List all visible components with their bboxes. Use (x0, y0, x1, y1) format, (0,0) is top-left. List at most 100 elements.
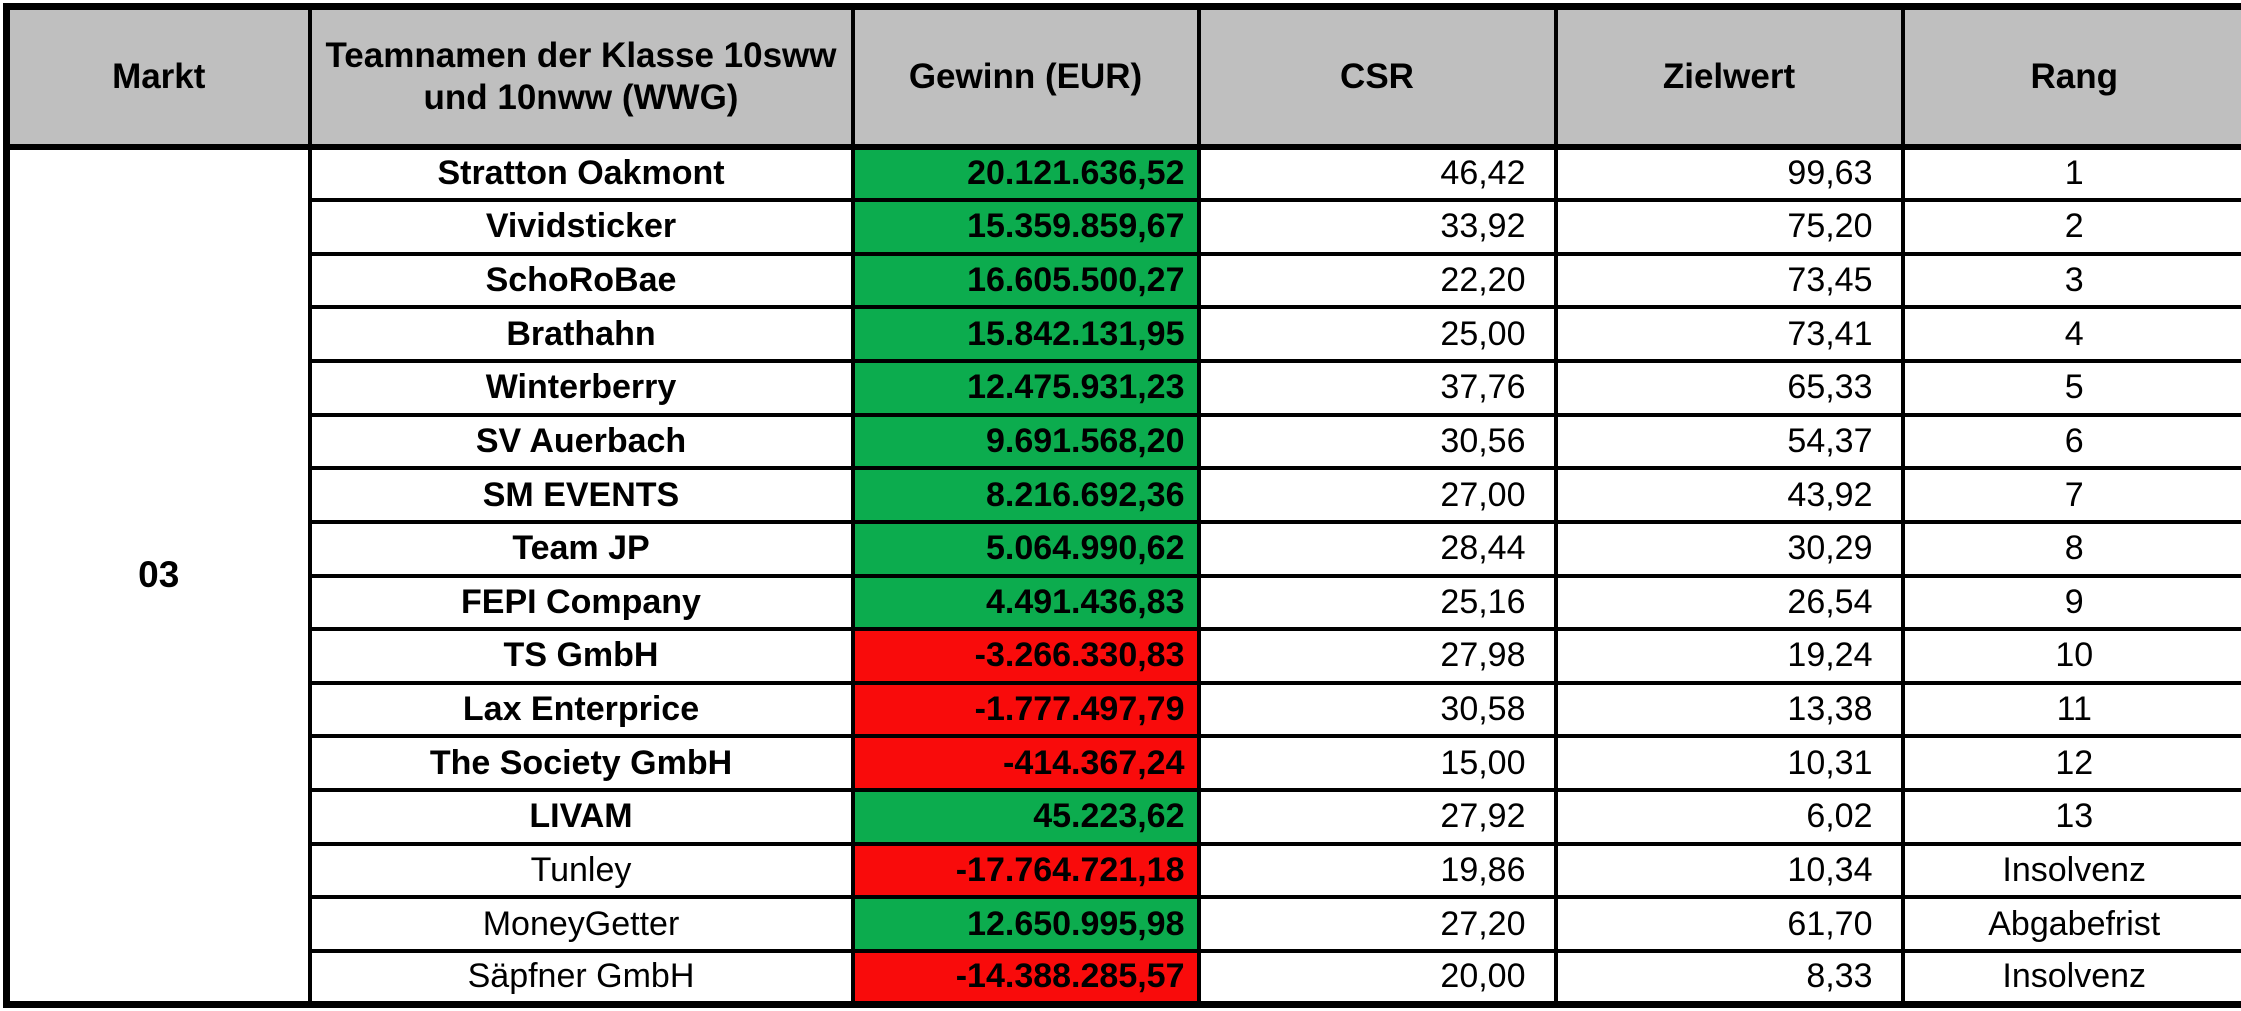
rang-cell: 4 (1900, 305, 2241, 363)
column-header-rang: Rang (1900, 4, 2241, 150)
team-name-cell: FEPI Company (307, 573, 855, 632)
zielwert-cell: 13,38 (1553, 680, 1905, 739)
team-name-cell: Lax Enterprice (307, 680, 855, 739)
zielwert-cell: 43,92 (1553, 466, 1905, 524)
gewinn-cell: 15.842.131,95 (850, 305, 1201, 363)
table-row: Säpfner GmbH -14.388.285,57 20,00 8,33 Insol… (7, 948, 2241, 1007)
csr-cell: 30,56 (1196, 412, 1558, 471)
zielwert-cell: 75,20 (1553, 198, 1905, 256)
csr-cell: 27,20 (1196, 895, 1558, 953)
csr-cell: 27,98 (1196, 627, 1558, 685)
column-header-zielwert: Zielwert (1553, 4, 1905, 150)
market-ranking-table: Markt Teamnamen der Klasse 10sww und 10n… (3, 3, 2241, 1008)
gewinn-cell: -14.388.285,57 (850, 948, 1201, 1007)
zielwert-cell: 99,63 (1553, 144, 1905, 203)
team-name-cell: TS GmbH (307, 627, 855, 685)
team-name-cell: Brathahn (307, 305, 855, 363)
team-name-cell: LIVAM (307, 788, 855, 846)
zielwert-cell: 54,37 (1553, 412, 1905, 471)
table-row: Brathahn 15.842.131,95 25,00 73,41 4 (7, 305, 2241, 363)
zielwert-cell: 30,29 (1553, 519, 1905, 578)
markt-cell: 03 (4, 144, 312, 1007)
csr-cell: 30,58 (1196, 680, 1558, 739)
rang-cell: 13 (1900, 788, 2241, 846)
team-name-cell: SV Auerbach (307, 412, 855, 471)
rang-cell: Insolvenz (1900, 948, 2241, 1007)
gewinn-cell: -17.764.721,18 (850, 841, 1201, 900)
rang-cell: 2 (1900, 198, 2241, 256)
table-row: Winterberry 12.475.931,23 37,76 65,33 5 (7, 359, 2241, 417)
csr-cell: 20,00 (1196, 948, 1558, 1007)
zielwert-cell: 73,45 (1553, 251, 1905, 310)
gewinn-cell: 5.064.990,62 (850, 519, 1201, 578)
gewinn-cell: 20.121.636,52 (850, 144, 1201, 203)
rang-cell: 1 (1900, 144, 2241, 203)
team-name-cell: Vividsticker (307, 198, 855, 256)
zielwert-cell: 10,31 (1553, 734, 1905, 792)
zielwert-cell: 65,33 (1553, 359, 1905, 417)
gewinn-cell: 16.605.500,27 (850, 251, 1201, 310)
rang-cell: 10 (1900, 627, 2241, 685)
team-name-cell: Team JP (307, 519, 855, 578)
zielwert-cell: 73,41 (1553, 305, 1905, 363)
table-row: SM EVENTS 8.216.692,36 27,00 43,92 7 (7, 466, 2241, 524)
column-header-gewinn: Gewinn (EUR) (850, 4, 1201, 150)
table-body: 03 Stratton Oakmont 20.121.636,52 46,42 99,6… (4, 144, 2241, 1007)
team-name-cell: SchoRoBae (307, 251, 855, 310)
csr-cell: 15,00 (1196, 734, 1558, 792)
csr-cell: 25,16 (1196, 573, 1558, 632)
csr-cell: 27,00 (1196, 466, 1558, 524)
team-name-cell: The Society GmbH (307, 734, 855, 792)
gewinn-cell: 4.491.436,83 (850, 573, 1201, 632)
csr-cell: 28,44 (1196, 519, 1558, 578)
gewinn-cell: -414.367,24 (850, 734, 1201, 792)
gewinn-cell: 45.223,62 (850, 788, 1201, 846)
table-row: MoneyGetter 12.650.995,98 27,20 61,70 Abgabe… (7, 895, 2241, 953)
zielwert-cell: 26,54 (1553, 573, 1905, 632)
table-row: FEPI Company 4.491.436,83 25,16 26,54 9 (7, 573, 2241, 632)
table-row: Lax Enterprice -1.777.497,79 30,58 13,38 11 (7, 680, 2241, 739)
header-row: Markt Teamnamen der Klasse 10sww und 10n… (4, 4, 2241, 150)
rang-cell: Abgabefrist (1900, 895, 2241, 953)
team-name-cell: Tunley (307, 841, 855, 900)
table-row: TS GmbH -3.266.330,83 27,98 19,24 10 (7, 627, 2241, 685)
rang-cell: 12 (1900, 734, 2241, 792)
table-row: 03 Stratton Oakmont 20.121.636,52 46,42 99,6… (4, 144, 2241, 1007)
rang-cell: 8 (1900, 519, 2241, 578)
table-header: Markt Teamnamen der Klasse 10sww und 10n… (4, 4, 2241, 150)
csr-cell: 27,92 (1196, 788, 1558, 846)
rang-cell: 11 (1900, 680, 2241, 739)
rang-cell: 9 (1900, 573, 2241, 632)
gewinn-cell: 12.475.931,23 (850, 359, 1201, 417)
rang-cell: 6 (1900, 412, 2241, 471)
gewinn-cell: 8.216.692,36 (850, 466, 1201, 524)
column-header-csr: CSR (1196, 4, 1558, 150)
gewinn-cell: 12.650.995,98 (850, 895, 1201, 953)
zielwert-cell: 19,24 (1553, 627, 1905, 685)
csr-cell: 19,86 (1196, 841, 1558, 900)
zielwert-cell: 8,33 (1553, 948, 1905, 1007)
gewinn-cell: -3.266.330,83 (850, 627, 1201, 685)
team-name-cell: SM EVENTS (307, 466, 855, 524)
csr-cell: 22,20 (1196, 251, 1558, 310)
table-row: Tunley -17.764.721,18 19,86 10,34 Insolvenz (7, 841, 2241, 900)
csr-cell: 37,76 (1196, 359, 1558, 417)
table-row: The Society GmbH -414.367,24 15,00 10,31 12 (7, 734, 2241, 792)
rang-cell: 5 (1900, 359, 2241, 417)
zielwert-cell: 10,34 (1553, 841, 1905, 900)
csr-cell: 33,92 (1196, 198, 1558, 256)
column-header-teamnamen: Teamnamen der Klasse 10sww und 10nww (WW… (307, 4, 855, 150)
csr-cell: 46,42 (1196, 144, 1558, 203)
team-name-cell: Säpfner GmbH (307, 948, 855, 1007)
team-name-cell: Winterberry (307, 359, 855, 417)
table-row: Vividsticker 15.359.859,67 33,92 75,20 2 (7, 198, 2241, 256)
table-row: SV Auerbach 9.691.568,20 30,56 54,37 6 (7, 412, 2241, 471)
table-row: SchoRoBae 16.605.500,27 22,20 73,45 3 (7, 251, 2241, 310)
zielwert-cell: 61,70 (1553, 895, 1905, 953)
gewinn-cell: 9.691.568,20 (850, 412, 1201, 471)
zielwert-cell: 6,02 (1553, 788, 1905, 846)
rang-cell: Insolvenz (1900, 841, 2241, 900)
column-header-markt: Markt (4, 4, 312, 150)
rang-cell: 3 (1900, 251, 2241, 310)
